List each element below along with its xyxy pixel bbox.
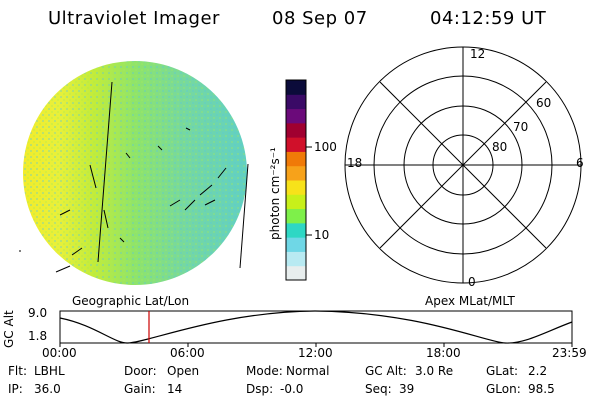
alt-xtick-0600: 06:00 — [170, 346, 205, 360]
colorbar-segment — [286, 80, 306, 95]
status-door-label: Door: — [124, 364, 157, 378]
app-title: Ultraviolet Imager — [48, 8, 220, 29]
status-seq-value: 39 — [399, 382, 415, 396]
uv-image-disk — [19, 61, 249, 285]
colorbar-segment — [286, 165, 306, 181]
mlt-label-0: 0 — [468, 275, 476, 289]
terminator-line — [239, 163, 249, 269]
alt-xtick-0000: 00:00 — [42, 346, 77, 360]
observation-date: 08 Sep 07 — [272, 8, 368, 29]
alt-xtick-1800: 18:00 — [426, 346, 461, 360]
observation-time: 04:12:59 UT — [430, 8, 547, 29]
status-gain-label: Gain: — [124, 382, 156, 396]
polar-grid — [344, 46, 582, 284]
colorbar-tick-10: 10 — [314, 228, 330, 242]
status-ip-value: 36.0 — [34, 382, 61, 396]
status-glat-label: GLat: — [486, 364, 519, 378]
status-glon-value: 98.5 — [528, 382, 555, 396]
alt-axis-label: GC Alt — [2, 310, 16, 348]
status-glon-label: GLon: — [486, 382, 521, 396]
status-dsp-value: -0.0 — [280, 382, 304, 396]
colorbar-segment — [286, 108, 306, 124]
status-seq-label: Seq: — [365, 382, 392, 396]
alt-ytick-1-8: 1.8 — [28, 329, 48, 343]
colorbar-segment — [286, 180, 306, 195]
colorbar-segment — [286, 137, 306, 152]
status-filter-label: Flt: — [8, 364, 27, 378]
colorbar-segment — [286, 265, 306, 281]
colorbar-segment — [286, 94, 306, 110]
colorbar-tick-100: 100 — [314, 140, 337, 154]
status-glat-value: 2.2 — [528, 364, 548, 378]
alt-xtick-1200: 12:00 — [298, 346, 333, 360]
mlt-label-12: 12 — [470, 47, 486, 61]
lat-label-80: 80 — [492, 140, 508, 154]
status-ip-label: IP: — [8, 382, 23, 396]
status-mode-value: Normal — [286, 364, 330, 378]
status-dsp-label: Dsp: — [246, 382, 274, 396]
colorbar-segment — [286, 194, 306, 210]
altitude-curve — [59, 310, 573, 344]
colorbar-segment — [286, 251, 306, 267]
colorbar-unit-label: photon cm⁻²s⁻¹ — [268, 147, 282, 240]
altitude-plot — [59, 310, 573, 347]
status-door-value: Open — [167, 364, 200, 378]
colorbar-segment — [286, 151, 306, 167]
status-gcalt-label: GC Alt: — [365, 364, 407, 378]
colorbar-segment — [286, 237, 306, 252]
alt-ytick-9: 9.0 — [28, 306, 48, 320]
mlt-label-6: 6 — [576, 156, 584, 170]
coastline-overlay — [55, 81, 227, 273]
status-gain-value: 14 — [167, 382, 183, 396]
colorbar-segment — [286, 208, 306, 224]
colorbar-segment — [286, 222, 306, 238]
status-filter-value: LBHL — [34, 364, 65, 378]
apex-coords-label: Apex MLat/MLT — [425, 294, 515, 308]
colorbar — [285, 79, 312, 281]
lat-label-70: 70 — [513, 120, 529, 134]
colorbar-segment — [286, 122, 306, 138]
lat-label-60: 60 — [536, 96, 552, 110]
status-gcalt-value: 3.0 Re — [415, 364, 454, 378]
alt-xtick-2359: 23:59 — [552, 346, 587, 360]
mlt-label-18: 18 — [347, 156, 363, 170]
geographic-coords-label: Geographic Lat/Lon — [72, 294, 190, 308]
status-mode-label: Mode: — [246, 364, 283, 378]
